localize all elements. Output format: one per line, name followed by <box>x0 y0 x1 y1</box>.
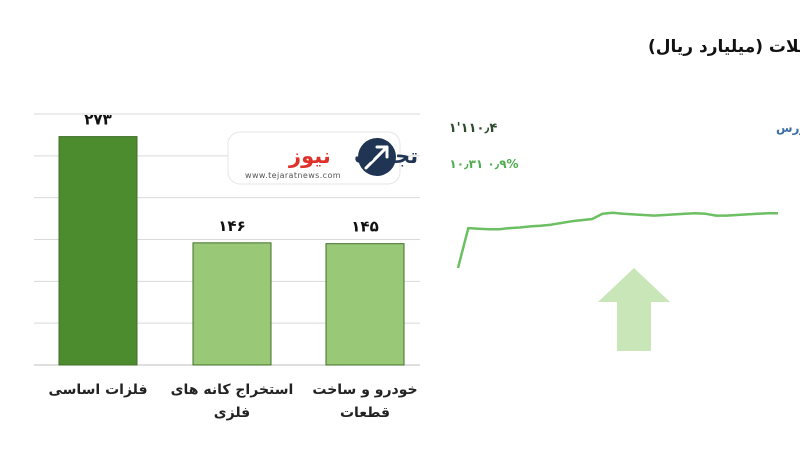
data-labels: ۲۷۳ ۱۴۶ ۱۴۵ <box>84 111 378 236</box>
market-sparkline <box>456 211 778 269</box>
category-labels: فلزات اساسی استخراج کانه های فلزی خودرو و س… <box>48 382 417 421</box>
bar-value-label: ۱۴۵ <box>351 218 378 236</box>
tejaratnews-logo: تجارت نیوز www.tejaratnews.com <box>227 131 418 185</box>
bar <box>192 242 272 366</box>
bar-value-label: ۲۷۳ <box>84 111 111 129</box>
logo-backplate <box>227 131 401 185</box>
category-label: استخراج کانه های <box>171 382 294 398</box>
bar <box>325 243 405 366</box>
category-label: خودرو و ساخت <box>312 382 417 398</box>
logo-url: www.tejaratnews.com <box>245 171 341 180</box>
market-change: ۱۰٫۳۱ ۰٫۹% <box>449 157 518 171</box>
logo-name-part2: نیوز <box>288 144 331 168</box>
logo-name-part1: تجارت <box>354 144 418 168</box>
bar-value-label: ۱۴۶ <box>218 217 245 235</box>
up-arrow-icon <box>598 268 670 351</box>
chart-title: صنایع فرابورس بیشترین ارزش معاملات (میلی… <box>648 37 800 57</box>
category-label: فلزی <box>214 405 250 421</box>
bar-series <box>58 136 405 366</box>
category-label: فلزات اساسی <box>48 382 147 398</box>
bar <box>58 136 138 366</box>
logo-arrow-icon <box>364 145 389 170</box>
category-label: قطعات <box>340 405 390 421</box>
market-title: کل فرابورس <box>776 121 800 136</box>
market-index-value: ۱'۱۱۰٫۴ <box>449 121 498 136</box>
